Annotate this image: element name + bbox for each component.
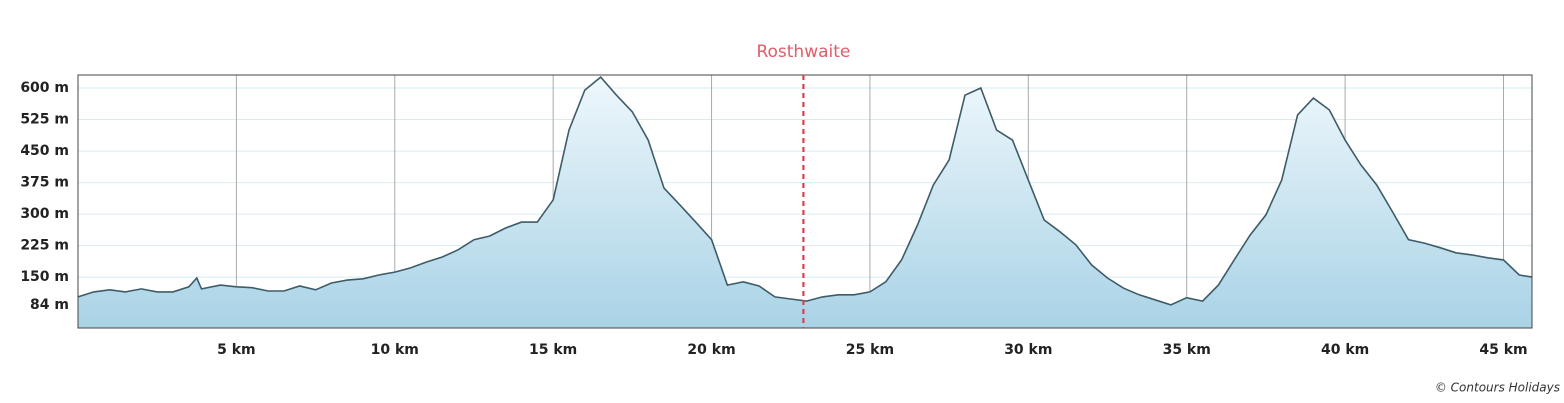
y-tick-label: 375 m <box>20 175 69 191</box>
x-tick-label: 10 km <box>371 342 419 358</box>
x-tick-label: 35 km <box>1163 342 1211 358</box>
y-tick-label: 450 m <box>20 143 69 159</box>
area-fill <box>78 77 1532 328</box>
credit: © Contours Holidays <box>1435 381 1560 395</box>
x-tick-label: 25 km <box>846 342 894 358</box>
annotation-label: Rosthwaite <box>756 42 850 62</box>
x-tick-label: 45 km <box>1479 342 1527 358</box>
x-tick-label: 30 km <box>1004 342 1052 358</box>
y-tick-label: 84 m <box>30 297 69 313</box>
x-tick-label: 15 km <box>529 342 577 358</box>
elevation-line <box>77 75 1533 306</box>
y-tick-label: 225 m <box>20 238 69 254</box>
plot-frame <box>77 74 1533 329</box>
y-tick-label: 300 m <box>20 206 69 222</box>
y-tick-label: 525 m <box>20 112 69 128</box>
x-tick-label: 5 km <box>217 342 256 358</box>
x-tick-label: 20 km <box>687 342 735 358</box>
y-tick-label: 600 m <box>20 80 69 96</box>
x-tick-label: 40 km <box>1321 342 1369 358</box>
y-tick-label: 150 m <box>20 269 69 285</box>
